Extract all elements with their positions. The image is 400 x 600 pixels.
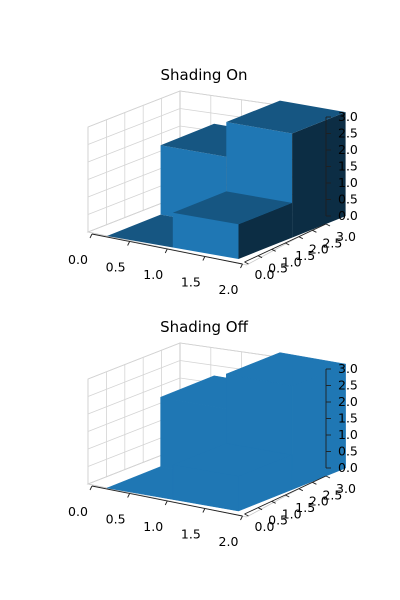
axes: 0.0 0.5 1.0 1.5 2.00.00.51.01.52.02.53.00.00… (68, 109, 358, 297)
bar-side-face (292, 112, 346, 238)
z-tick-label: 3.0 (338, 361, 358, 376)
bar-3d (172, 191, 293, 259)
y-tick (298, 488, 304, 492)
x-tick (89, 485, 93, 491)
z-tick-label: 2.5 (338, 378, 358, 393)
y-tick (244, 513, 249, 517)
bars (106, 352, 347, 512)
bar-3d (171, 443, 294, 512)
y-tick-label: 0.0 (255, 267, 275, 282)
bars (107, 100, 346, 259)
x-tick (127, 493, 131, 498)
y-tick-label: 3.0 (336, 229, 356, 244)
z-tick-label: 3.0 (338, 109, 358, 124)
y-tick (271, 248, 276, 252)
x-tick-label: 1.5 (181, 527, 201, 542)
z-tick-label: 2.0 (338, 142, 358, 157)
y-tick (325, 223, 331, 227)
z-tick-label: 1.5 (338, 159, 358, 174)
bar-top-face (172, 191, 293, 225)
bar-top-face (226, 100, 346, 134)
bar-top-face (225, 352, 347, 386)
y-tick-label: 3.0 (336, 481, 356, 496)
z-tick-label: 0.0 (338, 208, 358, 223)
z-tick-label: 1.0 (338, 175, 358, 190)
x-tick (240, 263, 243, 269)
y-tick-label: 2.5 (322, 235, 342, 250)
x-tick-label: 1.0 (143, 267, 163, 282)
x-tick-label: 0.5 (106, 512, 126, 527)
x-tick-label: 0.5 (106, 260, 126, 275)
y-tick-label: 0.5 (268, 513, 288, 528)
y-tick (257, 255, 263, 259)
z-tick-label: 1.5 (338, 411, 358, 426)
chart-title: Shading Off (160, 318, 249, 336)
x-tick (164, 500, 168, 506)
z-tick-label: 0.5 (338, 192, 358, 207)
z-tick-label: 2.0 (338, 394, 358, 409)
x-tick-label: 2.0 (219, 282, 239, 297)
bar-front-face (172, 212, 239, 259)
y-tick-label: 0.0 (255, 519, 275, 534)
y-tick (285, 494, 290, 498)
bar-top-face (171, 443, 294, 477)
x-tick-label: 1.0 (143, 519, 163, 534)
z-tick-label: 2.5 (338, 126, 358, 141)
y-tick (325, 475, 331, 479)
axes: 0.0 0.5 1.0 1.5 2.00.00.51.01.52.02.53.00.00… (68, 361, 358, 549)
y-tick (271, 500, 276, 504)
y-tick-label: 2.5 (322, 487, 342, 502)
z-tick-label: 0.5 (338, 444, 358, 459)
y-tick-label: 1.0 (282, 506, 302, 521)
z-tick-label: 0.0 (338, 460, 358, 475)
chart-title: Shading On (160, 66, 247, 84)
y-tick (257, 507, 263, 511)
x-tick (127, 241, 131, 246)
y-tick (312, 481, 317, 485)
y-tick-label: 0.5 (268, 261, 288, 276)
x-tick (202, 256, 206, 261)
x-tick-label: 0.0 (68, 252, 88, 267)
x-tick (164, 248, 168, 254)
bar-side-face (238, 202, 293, 259)
x-tick (89, 233, 93, 239)
y-tick (312, 229, 317, 233)
y-tick-label: 1.5 (295, 500, 315, 515)
x-tick-label: 1.5 (181, 275, 201, 290)
y-tick-label: 1.0 (282, 254, 302, 269)
y-tick-label: 2.0 (309, 242, 329, 257)
y-tick-label: 1.5 (295, 248, 315, 263)
chart-panel-shading-off: Shading Off 0.0 0.5 1.0 1.5 2.00.00.51.01.52… (68, 318, 358, 549)
z-tick-label: 1.0 (338, 427, 358, 442)
chart-panel-shading-on: Shading On 0.0 0.5 1.0 1.5 2.00.00.51.01.52.… (68, 66, 358, 297)
x-tick-label: 2.0 (219, 534, 239, 549)
y-tick (298, 236, 304, 240)
y-tick (244, 261, 249, 265)
x-tick-label: 0.0 (68, 504, 88, 519)
x-tick (202, 508, 206, 513)
y-tick (285, 242, 290, 246)
x-tick (240, 515, 243, 521)
y-tick-label: 2.0 (309, 494, 329, 509)
